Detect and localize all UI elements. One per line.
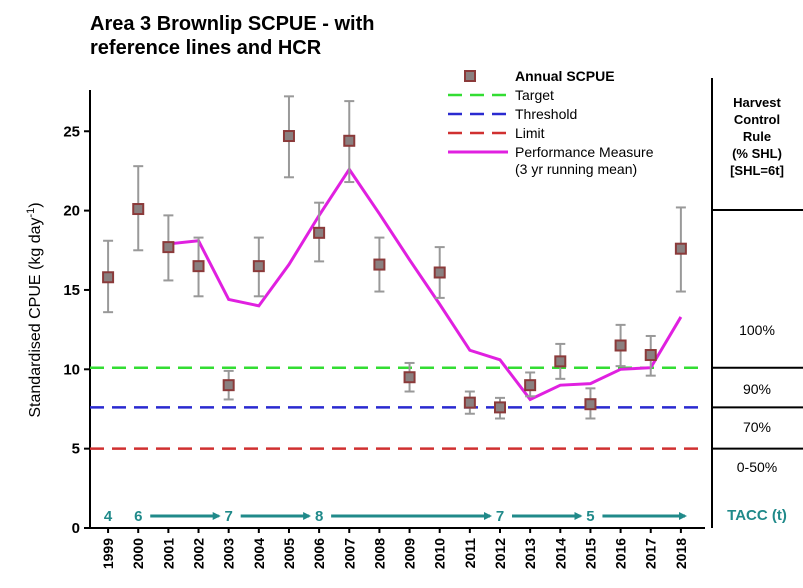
y-tick-label: 20 — [63, 203, 80, 220]
y-axis-label: -1 — [25, 208, 37, 218]
data-point — [132, 203, 145, 216]
hcr-row: 100% — [739, 322, 775, 338]
data-point — [644, 349, 657, 362]
data-point — [433, 266, 446, 279]
data-point — [614, 339, 627, 352]
y-axis-label: Standardised CPUE (kg day — [27, 218, 44, 418]
y-axis-label: ) — [27, 202, 44, 207]
data-point — [554, 355, 567, 368]
legend-label: Limit — [515, 125, 545, 141]
y-tick-label: 25 — [63, 123, 80, 140]
x-tick-label: 1999 — [100, 538, 116, 569]
x-tick-label: 2011 — [462, 538, 478, 569]
x-tick-label: 2007 — [341, 538, 357, 569]
tacc-label: 6 — [134, 508, 142, 525]
x-tick-label: 2017 — [643, 538, 659, 569]
hcr-row: 90% — [743, 381, 771, 397]
y-tick-label: 15 — [63, 282, 80, 299]
data-point — [222, 379, 235, 392]
legend-label: Target — [515, 87, 554, 103]
legend-label: Threshold — [515, 106, 577, 122]
tacc-label: 7 — [496, 508, 504, 525]
data-point — [584, 398, 597, 411]
x-tick-label: 2003 — [221, 538, 237, 569]
x-tick-label: 2014 — [552, 538, 568, 569]
performance-line — [168, 166, 683, 402]
hcr-header: Rule — [743, 129, 771, 144]
legend-label: (3 yr running mean) — [515, 161, 637, 177]
x-tick-label: 2015 — [582, 538, 598, 569]
data-point — [313, 226, 326, 239]
x-tick-label: 2008 — [371, 538, 387, 569]
legend-label: Annual SCPUE — [515, 68, 615, 84]
tacc-label: 5 — [586, 508, 594, 525]
chart-title: Area 3 Brownlip SCPUE - with — [90, 13, 374, 35]
x-tick-label: 2005 — [281, 538, 297, 569]
x-tick-label: 2004 — [251, 538, 267, 569]
x-tick-label: 2013 — [522, 538, 538, 569]
data-point — [282, 130, 295, 143]
x-tick-label: 2012 — [492, 538, 508, 569]
tacc-label: 7 — [225, 508, 233, 525]
tacc-label: 4 — [104, 508, 113, 525]
data-point — [463, 396, 476, 409]
legend-label: Performance Measure — [515, 144, 654, 160]
chart-title: reference lines and HCR — [90, 37, 322, 59]
data-point — [674, 242, 687, 255]
data-point — [373, 258, 386, 271]
hcr-row: 0-50% — [737, 459, 777, 475]
tacc-title: TACC (t) — [727, 507, 787, 524]
data-point — [403, 371, 416, 384]
x-tick-label: 2018 — [673, 538, 689, 569]
x-tick-label: 2009 — [402, 538, 418, 569]
data-point — [494, 401, 506, 414]
x-tick-label: 2010 — [432, 538, 448, 569]
y-axis-label: Standardised CPUE (kg day-1) — [25, 202, 44, 417]
data-point — [343, 134, 356, 147]
tacc-label: 8 — [315, 508, 323, 525]
x-tick-label: 2016 — [613, 538, 629, 569]
hcr-header: [SHL=6t] — [730, 163, 784, 178]
y-tick-label: 10 — [63, 361, 80, 378]
data-point — [162, 241, 175, 254]
y-tick-label: 0 — [72, 520, 80, 537]
data-point — [192, 260, 205, 273]
y-tick-label: 5 — [72, 441, 80, 458]
hcr-header: Control — [734, 112, 780, 127]
hcr-row: 70% — [743, 419, 771, 435]
data-point — [252, 260, 265, 273]
hcr-header: Harvest — [733, 95, 781, 110]
x-tick-label: 2001 — [160, 538, 176, 569]
legend-marker — [464, 70, 476, 82]
hcr-header: (% SHL) — [732, 146, 782, 161]
x-tick-label: 2002 — [191, 538, 207, 569]
data-point — [524, 379, 537, 392]
x-tick-label: 2000 — [130, 538, 146, 569]
x-tick-label: 2006 — [311, 538, 327, 569]
data-point — [102, 271, 115, 284]
